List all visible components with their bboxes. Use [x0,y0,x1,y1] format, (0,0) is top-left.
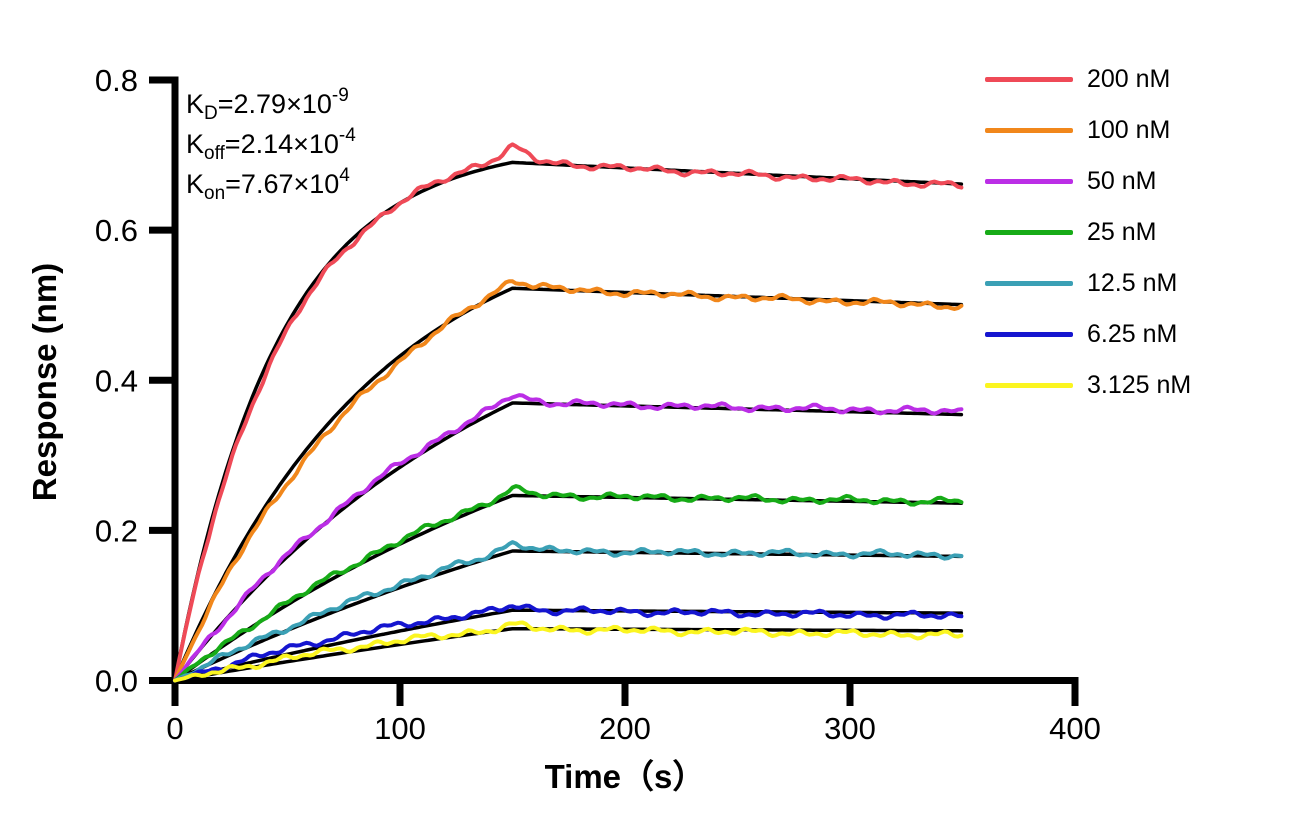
legend-line-swatch [985,332,1073,337]
fit-line-100-nm [173,286,964,683]
y-tick-label: 0.4 [95,363,138,398]
legend-label: 50 nM [1087,167,1157,195]
kd-annotation: KD=2.79×10-9 [186,76,356,124]
x-tick-label: 100 [374,711,426,746]
legend-label: 12.5 nM [1087,269,1178,297]
kon-base: K [186,169,205,199]
kd-value: =2.79×10 [217,89,332,119]
kd-subscript: D [204,103,218,124]
y-tick-label: 0.2 [95,513,138,548]
legend-line-swatch [985,281,1073,286]
kon-exponent: 4 [339,165,350,186]
legend-label: 3.125 nM [1087,371,1192,399]
data-line-200-nm [173,142,964,683]
x-tick-label: 400 [1049,711,1101,746]
legend-line-swatch [985,230,1073,235]
x-tick-label: 0 [166,711,183,746]
kd-base: K [186,89,205,119]
x-tick-label: 300 [824,711,876,746]
concentration-legend: 200 nM 100 nM 50 nM 25 nM 12.5 nM 6.25 n… [985,54,1191,411]
kon-annotation: Kon=7.67×104 [186,156,356,204]
legend-line-swatch [985,128,1073,133]
data-line-6.25-nm [173,603,964,683]
koff-exponent: -4 [338,125,356,146]
legend-label: 100 nM [1087,116,1171,144]
data-line-12.5-nm [173,540,964,683]
x-axis-label: Time（s） [545,758,706,795]
legend-item: 3.125 nM [985,360,1191,411]
legend-label: 6.25 nM [1087,320,1178,348]
koff-value: =2.14×10 [224,129,339,159]
data-line-3.125-nm [173,620,964,683]
koff-annotation: Koff=2.14×10-4 [186,116,356,164]
legend-line-swatch [985,179,1073,184]
legend-item: 6.25 nM [985,309,1191,360]
kd-exponent: -9 [331,85,349,106]
legend-item: 12.5 nM [985,258,1191,309]
legend-label: 25 nM [1087,218,1157,246]
y-tick-label: 0.6 [95,213,138,248]
legend-item: 200 nM [985,54,1191,105]
koff-base: K [186,129,205,159]
x-tick-label: 200 [599,711,651,746]
legend-line-swatch [985,77,1073,82]
y-tick-label: 0.8 [95,63,138,98]
legend-item: 100 nM [985,105,1191,156]
koff-subscript: off [204,143,225,164]
fit-line-200-nm [173,160,964,683]
fit-line-50-nm [173,401,964,683]
kon-subscript: on [204,183,226,204]
y-axis-label: Response (nm) [26,263,63,501]
kinetics-annotation: KD=2.79×10-9 Koff=2.14×10-4 Kon=7.67×104 [186,76,356,204]
data-line-100-nm [173,279,964,683]
kon-value: =7.67×10 [225,169,340,199]
data-line-25-nm [173,484,964,683]
legend-label: 200 nM [1087,65,1171,93]
legend-item: 25 nM [985,207,1191,258]
data-line-50-nm [173,393,964,683]
legend-item: 50 nM [985,156,1191,207]
legend-line-swatch [985,383,1073,388]
y-tick-label: 0.0 [95,664,138,699]
